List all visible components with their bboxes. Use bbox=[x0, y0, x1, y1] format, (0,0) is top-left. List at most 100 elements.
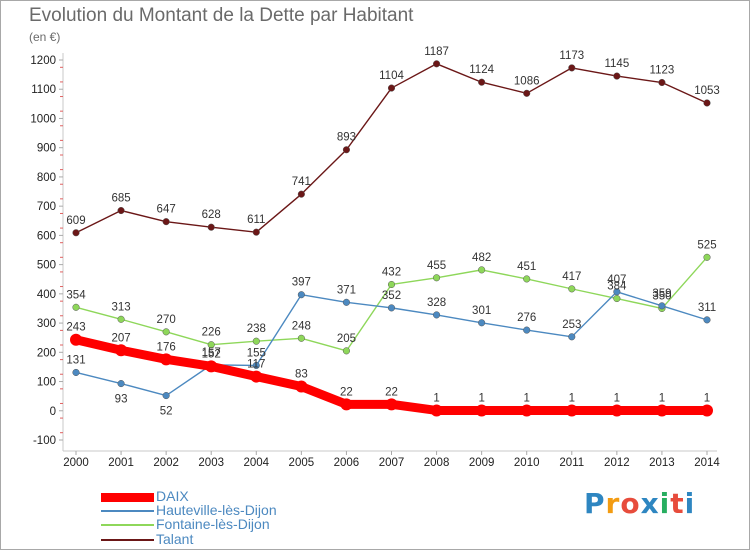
data-point bbox=[297, 334, 305, 342]
x-tick-label: 2010 bbox=[514, 457, 540, 469]
proxiti-logo: Proxiti bbox=[584, 487, 695, 520]
logo-letter: i bbox=[684, 487, 696, 520]
data-point bbox=[703, 253, 711, 261]
data-point bbox=[565, 404, 578, 417]
data-label: 482 bbox=[472, 252, 491, 264]
data-point bbox=[72, 368, 80, 377]
y-tick-label: 700 bbox=[37, 201, 56, 213]
data-label: 628 bbox=[202, 209, 221, 221]
data-label: 417 bbox=[562, 271, 581, 283]
data-label: 93 bbox=[115, 394, 128, 406]
data-point bbox=[117, 380, 125, 388]
data-label: 248 bbox=[292, 320, 311, 332]
x-tick-label: 2012 bbox=[604, 457, 630, 469]
data-point bbox=[342, 146, 350, 154]
data-point bbox=[433, 60, 441, 68]
data-label: 371 bbox=[337, 284, 356, 296]
x-tick-label: 2002 bbox=[153, 457, 179, 469]
x-tick-label: 2004 bbox=[243, 457, 269, 469]
logo-letter: P bbox=[584, 487, 606, 520]
data-point bbox=[115, 344, 128, 357]
logo-letter: t bbox=[670, 487, 685, 520]
data-point bbox=[252, 361, 260, 370]
data-point bbox=[72, 229, 80, 237]
data-point bbox=[658, 302, 666, 310]
x-tick-label: 2003 bbox=[198, 457, 224, 469]
data-point bbox=[252, 337, 260, 345]
data-label: 83 bbox=[295, 369, 308, 381]
data-label: 1123 bbox=[650, 65, 675, 77]
x-tick-label: 2006 bbox=[334, 457, 360, 469]
data-point bbox=[297, 190, 305, 198]
data-label: 1187 bbox=[424, 46, 449, 58]
data-point bbox=[433, 274, 441, 282]
data-label: 301 bbox=[472, 305, 491, 317]
legend-label: Fontaine-lès-Dijon bbox=[156, 516, 270, 532]
data-label: 609 bbox=[66, 215, 85, 227]
data-point bbox=[523, 89, 531, 97]
logo-letter: i bbox=[659, 487, 671, 520]
y-tick-label: 300 bbox=[37, 318, 56, 330]
data-label: 1 bbox=[478, 392, 484, 404]
data-label: 117 bbox=[247, 359, 265, 371]
y-tick-label: 100 bbox=[37, 377, 56, 389]
data-point bbox=[342, 298, 350, 306]
data-point bbox=[703, 316, 711, 324]
data-point bbox=[703, 99, 711, 107]
x-tick-label: 2008 bbox=[424, 457, 450, 469]
data-label: 350 bbox=[652, 290, 671, 302]
data-point bbox=[117, 206, 125, 215]
legend-swatch bbox=[101, 524, 154, 526]
data-point bbox=[520, 404, 533, 417]
data-point bbox=[478, 266, 486, 274]
data-point bbox=[117, 315, 125, 323]
data-point bbox=[207, 223, 215, 231]
data-label: 611 bbox=[247, 214, 265, 226]
logo-letter: r bbox=[605, 487, 621, 520]
data-point bbox=[70, 333, 82, 346]
x-tick-label: 2011 bbox=[559, 457, 584, 469]
y-tick-label: 400 bbox=[37, 289, 56, 301]
data-point bbox=[297, 291, 305, 299]
data-label: 176 bbox=[157, 341, 176, 353]
chart-unit-label: (en €) bbox=[29, 30, 61, 44]
data-point bbox=[478, 319, 486, 327]
x-tick-label: 2013 bbox=[649, 457, 675, 469]
data-label: 354 bbox=[66, 289, 86, 301]
data-label: 685 bbox=[111, 193, 130, 205]
legend-swatch bbox=[101, 539, 154, 541]
data-label: 647 bbox=[157, 204, 176, 216]
y-tick-label: 1200 bbox=[30, 55, 56, 67]
y-tick-label: 600 bbox=[37, 230, 56, 242]
data-point bbox=[207, 341, 215, 349]
data-point bbox=[340, 398, 353, 411]
data-label: 243 bbox=[66, 322, 85, 334]
logo-letter: o bbox=[620, 487, 641, 520]
data-point bbox=[613, 72, 621, 80]
data-point bbox=[387, 84, 396, 92]
data-point bbox=[252, 228, 260, 236]
data-label: 893 bbox=[337, 132, 356, 144]
data-label: 1 bbox=[524, 392, 530, 404]
legend-label: DAIX bbox=[156, 488, 189, 504]
data-point bbox=[385, 398, 398, 411]
data-point bbox=[342, 347, 350, 355]
data-label: 352 bbox=[382, 290, 401, 302]
data-point bbox=[568, 285, 576, 293]
data-label: 22 bbox=[340, 386, 353, 398]
data-point bbox=[160, 353, 173, 366]
data-label: 207 bbox=[111, 332, 130, 344]
data-label: 451 bbox=[517, 261, 536, 273]
data-label: 270 bbox=[157, 314, 176, 326]
y-tick-label: 0 bbox=[50, 406, 56, 418]
x-tick-label: 2014 bbox=[694, 457, 720, 469]
data-label: 131 bbox=[66, 354, 85, 366]
chart-title: Evolution du Montant de la Dette par Hab… bbox=[29, 5, 414, 26]
data-label: 1053 bbox=[694, 85, 720, 97]
data-point bbox=[162, 328, 170, 336]
y-tick-label: 900 bbox=[37, 143, 56, 155]
x-tick-label: 2007 bbox=[379, 457, 405, 469]
data-label: 407 bbox=[607, 274, 626, 286]
data-point bbox=[478, 78, 486, 86]
